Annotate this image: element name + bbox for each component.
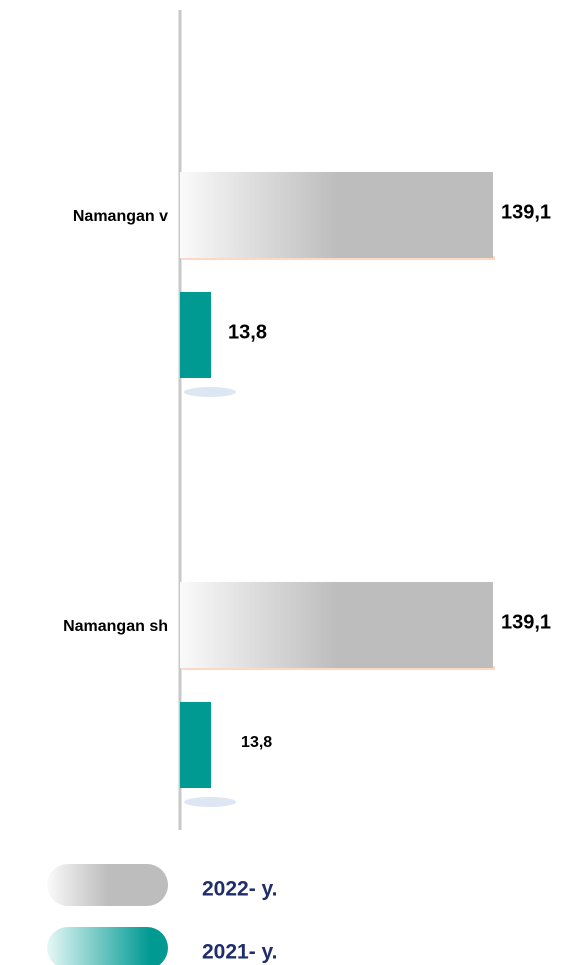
value-label: 139,1 [501, 201, 551, 223]
bar [180, 172, 493, 258]
bar-shadow [184, 797, 236, 807]
legend-swatch [47, 864, 168, 906]
legend-swatch [47, 927, 168, 965]
value-label: 13,8 [228, 321, 267, 343]
bar [180, 582, 493, 668]
bar [180, 292, 212, 378]
bar [180, 702, 212, 788]
category-label: Namangan sh [63, 618, 168, 635]
legend-label: 2021- y. [202, 941, 278, 964]
bar-shadow [184, 387, 236, 397]
legend-label: 2022- y. [202, 878, 278, 901]
value-label: 13,8 [241, 734, 272, 751]
value-label: 139,1 [501, 611, 551, 633]
category-label: Namangan v [73, 208, 168, 225]
